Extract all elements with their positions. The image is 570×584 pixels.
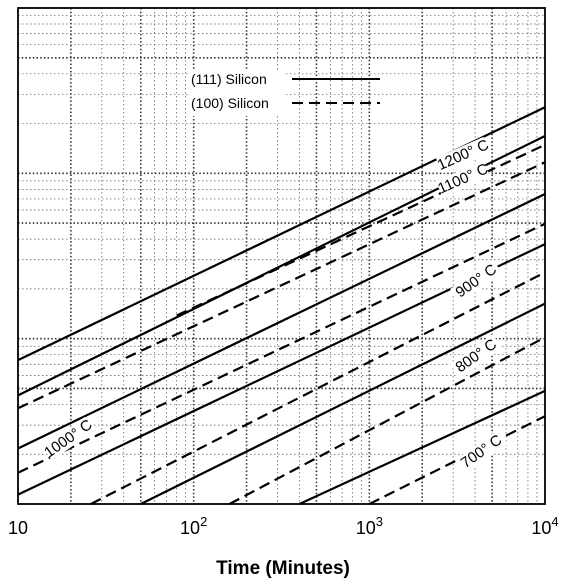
legend-background [188,70,286,116]
legend-entry-label: (100) Silicon [191,95,269,111]
x-tick-label: 104 [531,514,558,538]
series-line [17,222,546,474]
curve-label-background [435,160,491,198]
series-line [298,389,546,505]
x-tick-label: 10 [8,518,28,538]
curve-label-text: 800° C [453,336,501,376]
legend-entry-label: (111) Silicon [191,71,267,87]
chart-legend: (111) Silicon (100) Silicon [188,70,380,116]
x-tick-label: 102 [180,514,207,538]
curve-label: 700° C [455,429,508,474]
curve-label-text: 700° C [458,431,506,471]
curve-label-text: 900° C [453,261,501,301]
curve-label-background [450,259,503,303]
series-line [368,415,546,505]
chart-series [17,106,546,505]
x-axis-ticks: 10 102 103 104 [8,514,559,538]
plot-frame [17,7,546,505]
curve-label-background [455,429,508,474]
curve-label-background [42,416,95,461]
series-line [229,336,546,505]
series-line [17,193,546,450]
series-line [17,161,546,410]
curve-label-background [435,136,491,174]
curve-label: 800° C [450,334,503,378]
series-line [140,302,546,505]
curve-label-background [450,334,503,378]
x-axis-label: Time (Minutes) [216,558,350,579]
x-tick-label: 103 [356,514,383,538]
